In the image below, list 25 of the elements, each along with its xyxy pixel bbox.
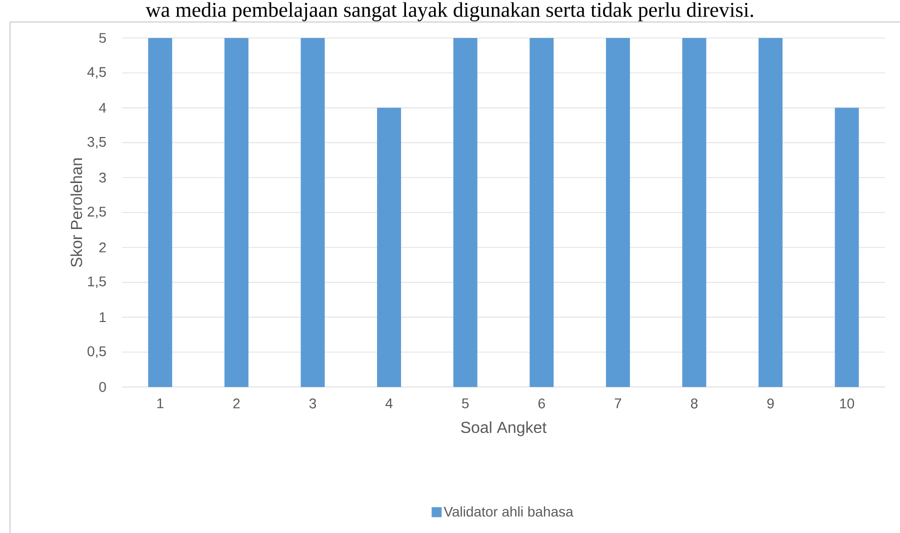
- x-tick-label: 1: [157, 398, 164, 408]
- y-tick-label: 5: [99, 33, 106, 43]
- y-tick-label: 2: [99, 242, 106, 252]
- text: wa media pembelajaan sangat layak digunakan serta tidak perlu direvisi.: [146, 2, 754, 22]
- y-tick-label: 1: [100, 312, 106, 322]
- x-tick-label: 6: [538, 398, 545, 408]
- y-tick-label: 4: [99, 102, 106, 113]
- x-tick-label: 8: [690, 398, 698, 408]
- y-tick-label: 0,5: [88, 346, 106, 358]
- y-tick-label: 4,5: [87, 67, 106, 79]
- x-tick-label: 5: [462, 398, 469, 408]
- x-axis-title: Soal Angket: [461, 421, 546, 436]
- y-tick-label: 0: [99, 382, 106, 392]
- x-tick-label: 3: [309, 398, 316, 408]
- x-tick-label: 9: [767, 398, 774, 408]
- x-tick-label: 10: [840, 398, 854, 408]
- y-axis-title: Skor Perolehan: [70, 158, 82, 267]
- y-tick-label: 3,5: [88, 136, 106, 148]
- x-tick-label: 7: [614, 398, 622, 408]
- x-tick-label: 2: [233, 398, 240, 408]
- y-tick-label: 2,5: [88, 206, 106, 218]
- y-tick-label: 1,5: [88, 276, 106, 288]
- x-tick-label: 4: [385, 398, 393, 408]
- y-tick-label: 3: [99, 172, 106, 183]
- legend-label: Validator ahli bahasa: [444, 506, 574, 517]
